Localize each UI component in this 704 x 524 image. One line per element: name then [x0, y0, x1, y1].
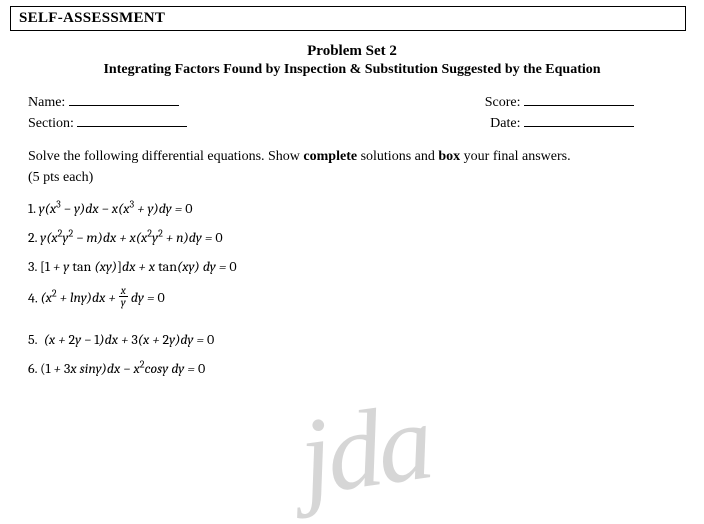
instructions-bold1: complete [303, 149, 357, 164]
instructions-bold2: box [438, 149, 460, 164]
title-block: Problem Set 2 Integrating Factors Found … [0, 43, 704, 78]
problem-5-num: 5. [28, 331, 44, 348]
title-sub: Integrating Factors Found by Inspection … [0, 62, 704, 78]
instructions-mid: solutions and [357, 149, 438, 164]
problems-list: 1. y(x3 − y)dx − x(x3 + y)dy = 0 2. y(x2… [0, 200, 704, 377]
info-row-2: Section: Date: [0, 113, 704, 132]
header-label: SELF-ASSESSMENT [19, 10, 165, 26]
date-label: Date: [490, 116, 520, 131]
problem-4-num: 4. [28, 289, 40, 306]
name-blank[interactable] [69, 92, 179, 106]
watermark: jda [292, 378, 437, 522]
problem-4: 4. (x2 + lny)dx + xy dy = 0 [28, 287, 676, 311]
info-row-1: Name: Score: [0, 92, 704, 111]
problem-1-expr: y(x3 − y)dx − x(x3 + y)dy = 0 [39, 200, 193, 217]
problem-1: 1. y(x3 − y)dx − x(x3 + y)dy = 0 [28, 200, 676, 217]
section-blank[interactable] [77, 113, 187, 127]
score-label: Score: [485, 95, 521, 110]
section-field: Section: [28, 113, 187, 132]
problem-2: 2. y(x2y2 − m)dx + x(x2y2 + n)dy = 0 [28, 229, 676, 246]
problem-5-expr: (x + 2y − 1)dx + 3(x + 2y)dy = 0 [44, 331, 215, 348]
problem-6: 6. (1 + 3x siny)dx − x2cosy dy = 0 [28, 360, 676, 377]
problem-3-num: 3. [28, 258, 40, 275]
instructions-prefix: Solve the following differential equatio… [28, 149, 303, 164]
problem-1-num: 1. [28, 200, 39, 217]
problem-6-num: 6. [28, 360, 40, 377]
title-main: Problem Set 2 [0, 43, 704, 60]
section-label: Section: [28, 116, 74, 131]
frac-den: y [119, 296, 128, 308]
instructions: Solve the following differential equatio… [0, 146, 704, 188]
name-label: Name: [28, 95, 65, 110]
problem-5: 5. (x + 2y − 1)dx + 3(x + 2y)dy = 0 [28, 331, 676, 348]
problem-3: 3. [1 + y tan (xy)]dx + x tan(xy) dy = 0 [28, 258, 676, 275]
problem-3-expr: [1 + y tan (xy)]dx + x tan(xy) dy = 0 [40, 258, 237, 275]
instructions-points: (5 pts each) [28, 167, 676, 188]
name-field: Name: [28, 92, 179, 111]
frac-num: x [119, 285, 128, 296]
problem-2-num: 2. [28, 229, 40, 246]
self-assessment-header: SELF-ASSESSMENT [10, 6, 686, 31]
date-blank[interactable] [524, 113, 634, 127]
score-field: Score: [485, 92, 634, 111]
problem-6-expr: (1 + 3x siny)dx − x2cosy dy = 0 [40, 360, 205, 377]
problem-2-expr: y(x2y2 − m)dx + x(x2y2 + n)dy = 0 [40, 229, 222, 246]
instructions-suffix: your final answers. [460, 149, 570, 164]
score-blank[interactable] [524, 92, 634, 106]
date-field: Date: [490, 113, 634, 132]
problem-4-expr: (x2 + lny)dx + xy dy = 0 [40, 289, 164, 306]
